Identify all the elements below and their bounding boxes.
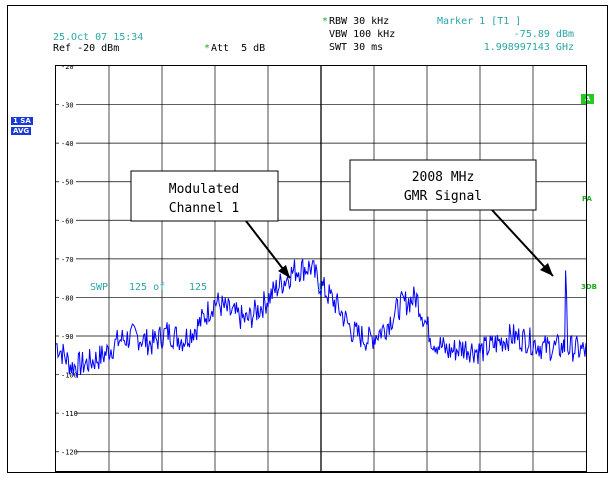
marker-tag: 1 bbox=[317, 283, 322, 293]
sweep-count: 125 of bbox=[129, 282, 165, 293]
marker-frequency: 1.998997143 GHz bbox=[483, 42, 574, 53]
y-tick-label-bg bbox=[59, 100, 76, 109]
y-tick-label: -30 bbox=[61, 102, 74, 110]
annotation-gmr-line2: GMR Signal bbox=[404, 189, 482, 204]
grid bbox=[56, 66, 586, 471]
rbw-star: * bbox=[322, 16, 329, 27]
y-tick-label-bg bbox=[59, 62, 76, 70]
y-tick-label-bg bbox=[59, 409, 76, 418]
y-tick-label-bg bbox=[59, 370, 76, 379]
timestamp: 25.Oct 07 15:34 bbox=[53, 32, 144, 43]
vbw: VBW 100 kHz bbox=[329, 29, 396, 40]
arrow-modulated-head bbox=[278, 265, 290, 278]
rbw: RBW 30 kHz bbox=[329, 16, 390, 27]
y-tick-label-bg bbox=[59, 216, 76, 225]
arrow-gmr-head bbox=[540, 263, 553, 276]
sweep-label: SWP bbox=[90, 282, 108, 293]
y-tick-label: -110 bbox=[61, 410, 78, 418]
annotation-modulated-line1: Modulated bbox=[169, 182, 239, 197]
avg-badge: AVG bbox=[11, 127, 32, 135]
y-tick-label: -70 bbox=[61, 256, 74, 264]
marker-level: -75.89 dBm bbox=[513, 29, 574, 40]
spectrum-plot: -20 -30 -40 -50 -60 -70 -80 -90 -100 -110 -120 SWP… bbox=[55, 62, 587, 472]
y-tick-label-bg bbox=[59, 332, 76, 340]
3db-indicator: 3DB bbox=[581, 283, 598, 291]
ref-level: Ref -20 dBm bbox=[53, 43, 120, 54]
annotation-modulated-line2: Channel 1 bbox=[169, 201, 239, 216]
spectrum-trace bbox=[55, 258, 587, 378]
sweep-total: 125 bbox=[189, 282, 207, 293]
arrow-gmr bbox=[491, 209, 554, 277]
y-tick-label-bg bbox=[59, 139, 76, 148]
y-tick-label-bg bbox=[59, 177, 76, 186]
annotation-box-modulated bbox=[130, 170, 279, 222]
swt: SWT 30 ms bbox=[329, 42, 384, 53]
attenuation: Att 5 dB bbox=[211, 43, 266, 54]
y-axis-labels: -20 -30 -40 -50 -60 -70 -80 -90 -100 -110 -120 bbox=[59, 62, 78, 457]
y-tick-label: -60 bbox=[61, 217, 74, 225]
y-tick-label: -90 bbox=[61, 333, 74, 341]
y-tick-label-bg bbox=[59, 293, 76, 302]
y-tick-label-bg bbox=[59, 447, 76, 456]
a-indicator: A bbox=[581, 94, 595, 104]
y-tick-label: -80 bbox=[61, 294, 74, 302]
y-tick-label-bg bbox=[59, 254, 76, 263]
spectrum-svg: -20 -30 -40 -50 -60 -70 -80 -90 -100 -110 -120 SWP… bbox=[55, 62, 587, 471]
y-tick-label: -50 bbox=[61, 179, 74, 187]
att-star: * bbox=[204, 43, 211, 54]
marker-title: Marker 1 [T1 ] bbox=[437, 16, 522, 27]
y-tick-label: -40 bbox=[61, 140, 74, 148]
y-tick-label: -20 bbox=[61, 66, 74, 71]
y-tick-label: -100 bbox=[61, 372, 78, 380]
trace-mode-badge: 1 SA bbox=[11, 117, 33, 125]
annotation-gmr-line1: 2008 MHz bbox=[412, 170, 475, 185]
y-tick-label: -120 bbox=[61, 449, 78, 457]
annotation-box-gmr bbox=[349, 159, 537, 211]
analyzer-screen: 25.Oct 07 15:34 Ref -20 dBm * Att 5 dB *… bbox=[7, 5, 608, 473]
